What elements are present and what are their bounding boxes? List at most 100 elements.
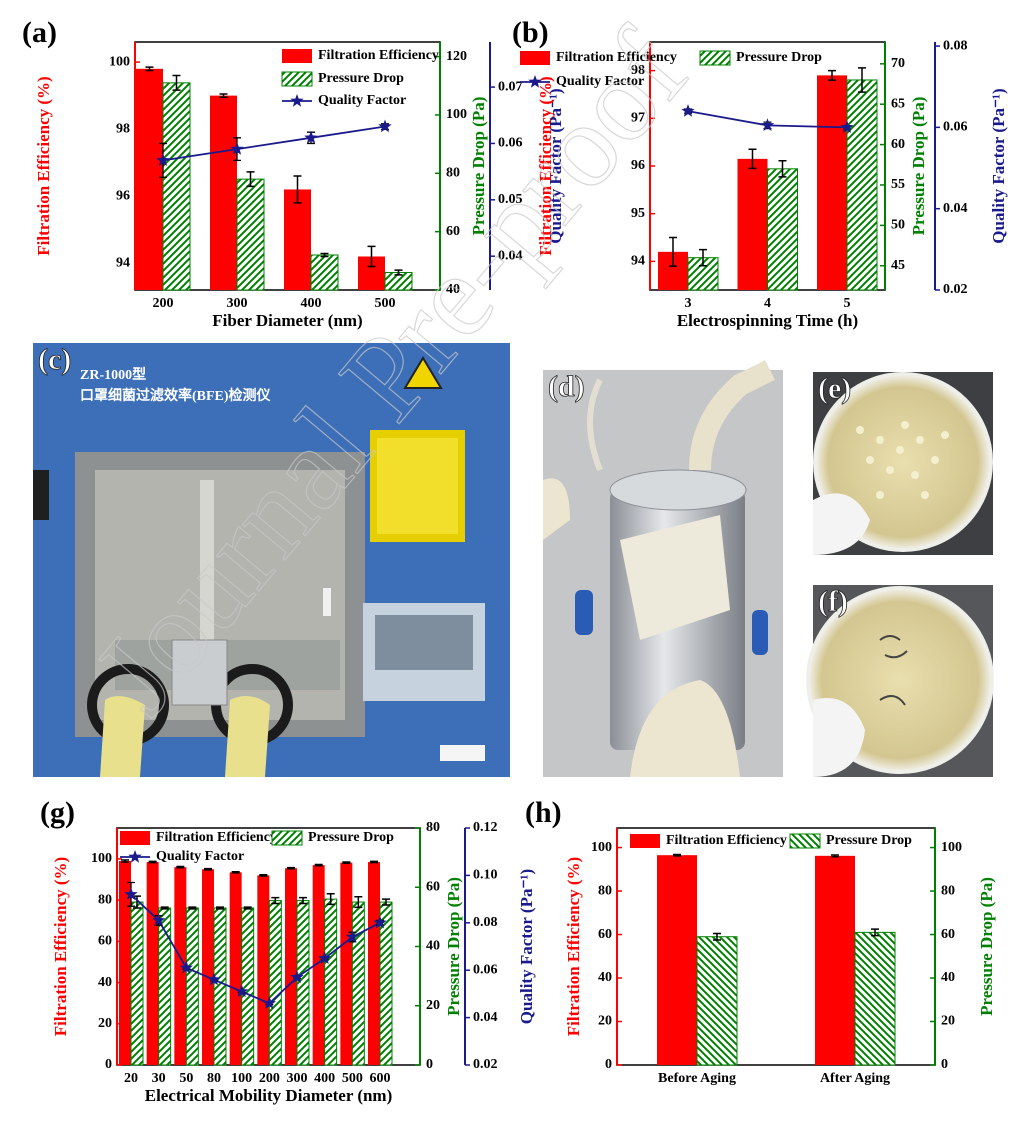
- photo-f: (f): [806, 584, 994, 777]
- error-bar: [259, 874, 268, 877]
- error-bar: [204, 867, 212, 871]
- error-bar: [314, 863, 323, 867]
- y2-tick-label: 60: [891, 137, 905, 152]
- y-tick-label: 20: [98, 1016, 112, 1031]
- marker: [345, 930, 359, 943]
- y3-tick-label: 0.04: [943, 201, 968, 216]
- y2-tick-label: 100: [941, 840, 962, 855]
- y2-tick-label: 40: [941, 970, 955, 985]
- bar: [241, 907, 255, 1066]
- y2-tick-label: 60: [941, 927, 955, 942]
- error-bar: [748, 148, 757, 170]
- y-tick-label: 100: [109, 54, 130, 69]
- bar: [268, 900, 282, 1066]
- error-bar: [133, 895, 141, 909]
- y-tick-label: 0: [605, 1057, 612, 1072]
- marker: [207, 972, 221, 986]
- bar: [368, 862, 380, 1065]
- y-tick-label: 95: [631, 206, 645, 221]
- error-bar: [858, 67, 866, 93]
- legend-label: Pressure Drop: [318, 71, 404, 86]
- marker: [235, 984, 249, 998]
- y3-tick-label: 0.06: [473, 962, 498, 977]
- y-tick-label: 60: [598, 927, 612, 942]
- axis-title: Filtration Efficiency (%): [564, 857, 583, 1036]
- y-tick-label: 97: [631, 111, 645, 126]
- error-bar: [831, 854, 839, 858]
- y2-tick-label: 45: [891, 258, 905, 273]
- y-tick-label: 100: [91, 851, 112, 866]
- marker: [681, 104, 695, 117]
- y2-tick-label: 50: [891, 218, 905, 233]
- marker: [152, 913, 166, 927]
- legend-label: Quality Factor: [156, 849, 244, 864]
- legend-swatch: [528, 75, 542, 88]
- error-bar: [246, 171, 255, 188]
- y2-tick-label: 40: [446, 282, 460, 297]
- bar: [310, 254, 339, 291]
- legend-label: Pressure Drop: [308, 830, 394, 845]
- bar: [815, 855, 855, 1065]
- y2-tick-label: 60: [446, 224, 460, 239]
- bar: [854, 931, 896, 1066]
- error-bar: [367, 245, 376, 268]
- x-axis-title: Electrospinning Time (h): [677, 311, 858, 330]
- x-tick-label: 300: [227, 296, 248, 311]
- error-bar: [172, 74, 181, 91]
- line: [130, 893, 381, 1005]
- y3-tick-label: 0.07: [498, 79, 523, 94]
- y2-tick-label: 0: [426, 1057, 433, 1072]
- y2-tick-label: 70: [891, 56, 905, 71]
- error-bar: [354, 895, 363, 909]
- y-tick-label: 96: [631, 158, 645, 173]
- legend-swatch: [789, 833, 821, 849]
- legend-swatch: [290, 94, 304, 107]
- bar: [846, 79, 878, 291]
- error-bar: [320, 252, 329, 258]
- x-tick-label: 500: [342, 1071, 363, 1086]
- y3-tick-label: 0.02: [943, 282, 968, 297]
- panel-label: (c): [38, 343, 71, 376]
- y2-tick-label: 120: [446, 49, 467, 64]
- bar: [285, 868, 297, 1065]
- bar: [202, 869, 214, 1065]
- y3-tick-label: 0.05: [498, 192, 523, 207]
- legend-label: Filtration Efficiency: [666, 833, 787, 848]
- y2-tick-label: 0: [941, 1057, 948, 1072]
- error-bar: [293, 175, 302, 204]
- marker: [378, 119, 392, 133]
- marker: [840, 120, 854, 133]
- legend-swatch: [281, 71, 313, 87]
- error-bar: [145, 66, 154, 72]
- error-bar: [231, 870, 240, 874]
- axis-title: Filtration Efficiency (%): [34, 76, 53, 255]
- error-bar: [669, 236, 677, 267]
- bar: [351, 901, 365, 1066]
- error-bar: [871, 928, 879, 937]
- x-tick-label: 300: [287, 1071, 308, 1086]
- x-tick-label: 50: [179, 1071, 193, 1086]
- legend-swatch: [271, 830, 303, 846]
- bar: [185, 907, 199, 1066]
- x-tick-label: 200: [259, 1071, 280, 1086]
- bar: [146, 862, 159, 1065]
- bar: [236, 178, 265, 291]
- x-tick-label: 600: [370, 1071, 391, 1086]
- marker: [304, 130, 318, 144]
- legend-swatch: [699, 50, 731, 66]
- y3-tick-label: 0.06: [498, 136, 523, 151]
- marker: [318, 951, 332, 964]
- bar: [324, 898, 338, 1066]
- legend-label: Filtration Efficiency: [556, 50, 677, 65]
- bar: [130, 901, 144, 1066]
- x-tick-label: 400: [314, 1071, 335, 1086]
- y-tick-label: 60: [98, 934, 112, 949]
- x-tick-label: After Aging: [820, 1071, 890, 1086]
- error-bar: [219, 93, 228, 99]
- error-bar: [370, 860, 378, 864]
- panel-label: (f): [818, 585, 848, 618]
- bar: [119, 860, 131, 1065]
- y2-tick-label: 60: [426, 879, 440, 894]
- y3-tick-label: 0.04: [473, 1010, 498, 1025]
